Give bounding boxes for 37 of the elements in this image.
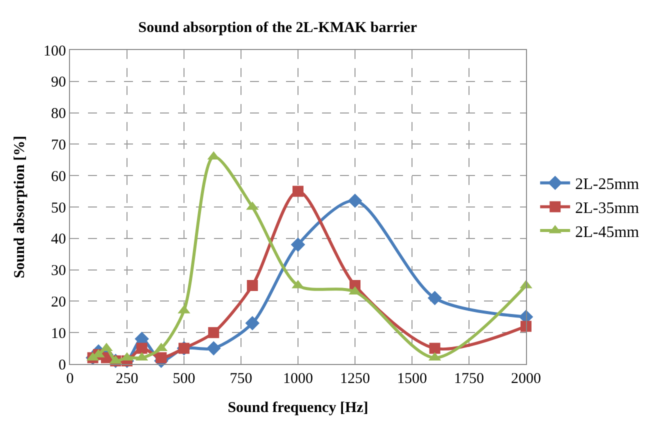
point — [136, 342, 148, 354]
chart-title: Sound absorption of the 2L-KMAK barrier — [138, 20, 418, 36]
x-tick-label: 250 — [116, 371, 138, 387]
point — [292, 186, 304, 197]
x-tick-label: 1500 — [397, 371, 427, 387]
point — [156, 352, 167, 364]
legend-label: 2L-35mm — [575, 200, 640, 217]
x-axis-title: Sound frequency [Hz] — [228, 400, 368, 416]
y-tick-label: 30 — [51, 263, 66, 280]
point — [428, 290, 442, 306]
y-tick-label: 90 — [51, 74, 66, 91]
y-tick-label: 20 — [51, 294, 66, 310]
y-axis-title: Sound absorption [%] — [12, 136, 28, 278]
y-tick-label: 40 — [51, 232, 66, 248]
point — [208, 327, 220, 338]
legend-label: 2L-25mm — [575, 176, 640, 194]
point — [206, 341, 221, 356]
x-tick-label: 1750 — [454, 371, 484, 387]
y-tick-label: 80 — [51, 106, 66, 122]
point — [290, 238, 306, 252]
point — [348, 194, 362, 208]
x-tick-label: 750 — [230, 371, 252, 387]
legend-label: 2L-45mm — [575, 224, 640, 241]
point — [429, 342, 440, 354]
point — [245, 316, 260, 330]
x-tick-label: 2000 — [511, 371, 541, 387]
y-tick-label: 50 — [51, 200, 66, 216]
y-tick-label: 0 — [58, 357, 66, 374]
y-tick-label: 10 — [51, 326, 66, 342]
y-tick-label: 70 — [51, 137, 66, 154]
point — [520, 320, 532, 332]
x-tick-label: 1250 — [340, 371, 370, 387]
y-tick-label: 60 — [51, 168, 66, 185]
point — [246, 280, 258, 291]
x-tick-label: 1000 — [283, 371, 313, 387]
y-tick-label: 100 — [44, 43, 66, 60]
x-tick-label: 500 — [172, 371, 196, 387]
